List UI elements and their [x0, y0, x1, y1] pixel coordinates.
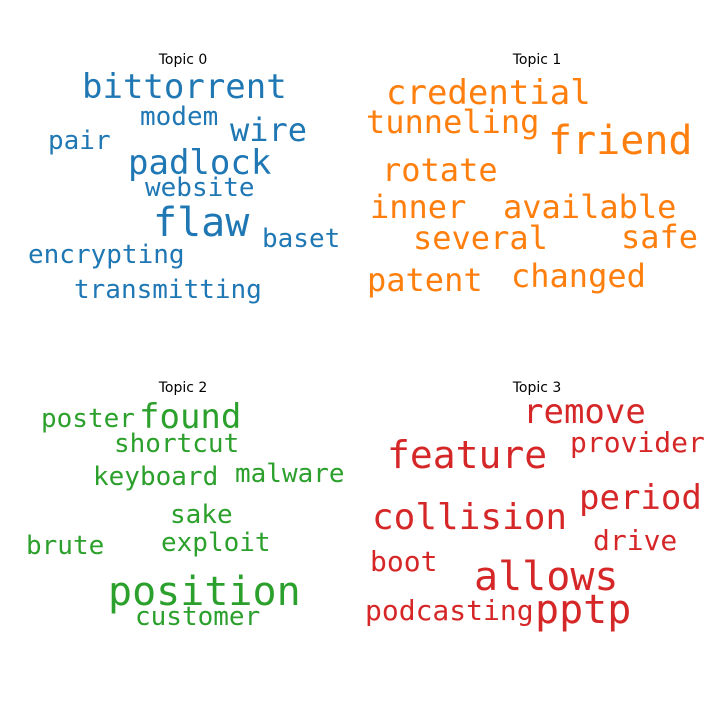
cloud-word: flaw [153, 200, 250, 246]
cloud-word: shortcut [114, 429, 240, 459]
cloud-word: encrypting [28, 240, 185, 270]
cloud-word: position [108, 569, 301, 615]
cloud-word: pptp [535, 587, 632, 633]
cloud-word: modem [140, 102, 219, 132]
cloud-word: changed [511, 257, 646, 295]
cloud-word: tunneling [366, 103, 540, 141]
cloud-word: several [413, 219, 548, 257]
panel-title: Topic 2 [158, 380, 208, 396]
cloud-word: keyboard [93, 462, 219, 492]
cloud-word: friend [548, 118, 693, 164]
cloud-word: rotate [382, 151, 498, 189]
cloud-word: wire [230, 111, 308, 149]
cloud-word: collision [372, 497, 568, 538]
panel-title: Topic 3 [512, 380, 562, 396]
cloud-word: available [503, 188, 677, 226]
cloud-word: customer [135, 602, 261, 632]
cloud-word: allows [474, 554, 619, 600]
cloud-word: podcasting [365, 594, 534, 627]
panel-title: Topic 1 [512, 52, 562, 68]
cloud-word: patent [367, 261, 483, 299]
cloud-word: transmitting [74, 275, 262, 305]
panel-title: Topic 0 [158, 52, 208, 68]
cloud-word: remove [523, 392, 646, 432]
cloud-word: padlock [128, 143, 272, 183]
cloud-word: exploit [161, 528, 271, 558]
cloud-word: bittorrent [82, 67, 287, 107]
cloud-word: inner [370, 188, 467, 226]
cloud-word: poster [41, 404, 135, 434]
cloud-word: brute [26, 531, 105, 561]
cloud-word: safe [621, 218, 699, 256]
cloud-word: credential [386, 73, 591, 113]
cloud-word: drive [593, 524, 678, 557]
cloud-word: malware [235, 459, 345, 489]
cloud-word: website [145, 173, 255, 203]
cloud-word: period [579, 478, 702, 518]
cloud-word: baset [262, 224, 341, 254]
cloud-word: sake [170, 500, 233, 530]
cloud-word: pair [48, 126, 111, 156]
cloud-word: feature [387, 433, 548, 477]
cloud-word: found [139, 397, 242, 437]
cloud-word: boot [370, 545, 438, 578]
cloud-word: provider [570, 426, 705, 459]
